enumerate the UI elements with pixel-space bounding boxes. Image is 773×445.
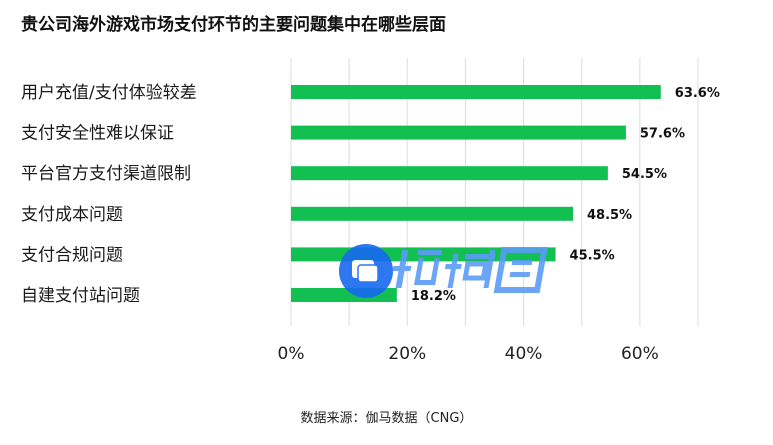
category-label: 平台官方支付渠道限制 <box>21 164 191 184</box>
x-tick-label: 20% <box>388 344 426 364</box>
bar-chart: 0% 20% 40% 60% 用户充值/支付体验较差 63.6% 支付安全性难以保证 57.6… <box>21 58 720 364</box>
bar <box>291 125 626 140</box>
value-label: 54.5% <box>622 167 667 182</box>
category-label: 支付成本问题 <box>21 205 123 225</box>
category-label: 支付安全性难以保证 <box>21 124 174 144</box>
x-tick-label: 40% <box>505 344 543 364</box>
data-source: 数据来源：伽马数据（CNG） <box>300 411 473 426</box>
x-tick-label: 0% <box>278 344 305 364</box>
category-label: 用户充值/支付体验较差 <box>21 83 197 103</box>
watermark-logo <box>339 244 548 298</box>
chart-title: 贵公司海外游戏市场支付环节的主要问题集中在哪些层面 <box>21 15 446 35</box>
category-label: 自建支付站问题 <box>21 286 140 306</box>
value-label: 57.6% <box>640 127 685 142</box>
bar <box>291 85 661 99</box>
x-tick-label: 60% <box>621 344 659 364</box>
value-label: 45.5% <box>570 248 615 263</box>
bar <box>291 166 608 181</box>
category-label: 支付合规问题 <box>21 245 123 265</box>
value-label: 48.5% <box>587 208 632 223</box>
bar <box>291 206 573 221</box>
value-label: 18.2% <box>411 289 456 304</box>
value-label: 63.6% <box>675 86 720 101</box>
watermark-lettering <box>392 247 548 293</box>
